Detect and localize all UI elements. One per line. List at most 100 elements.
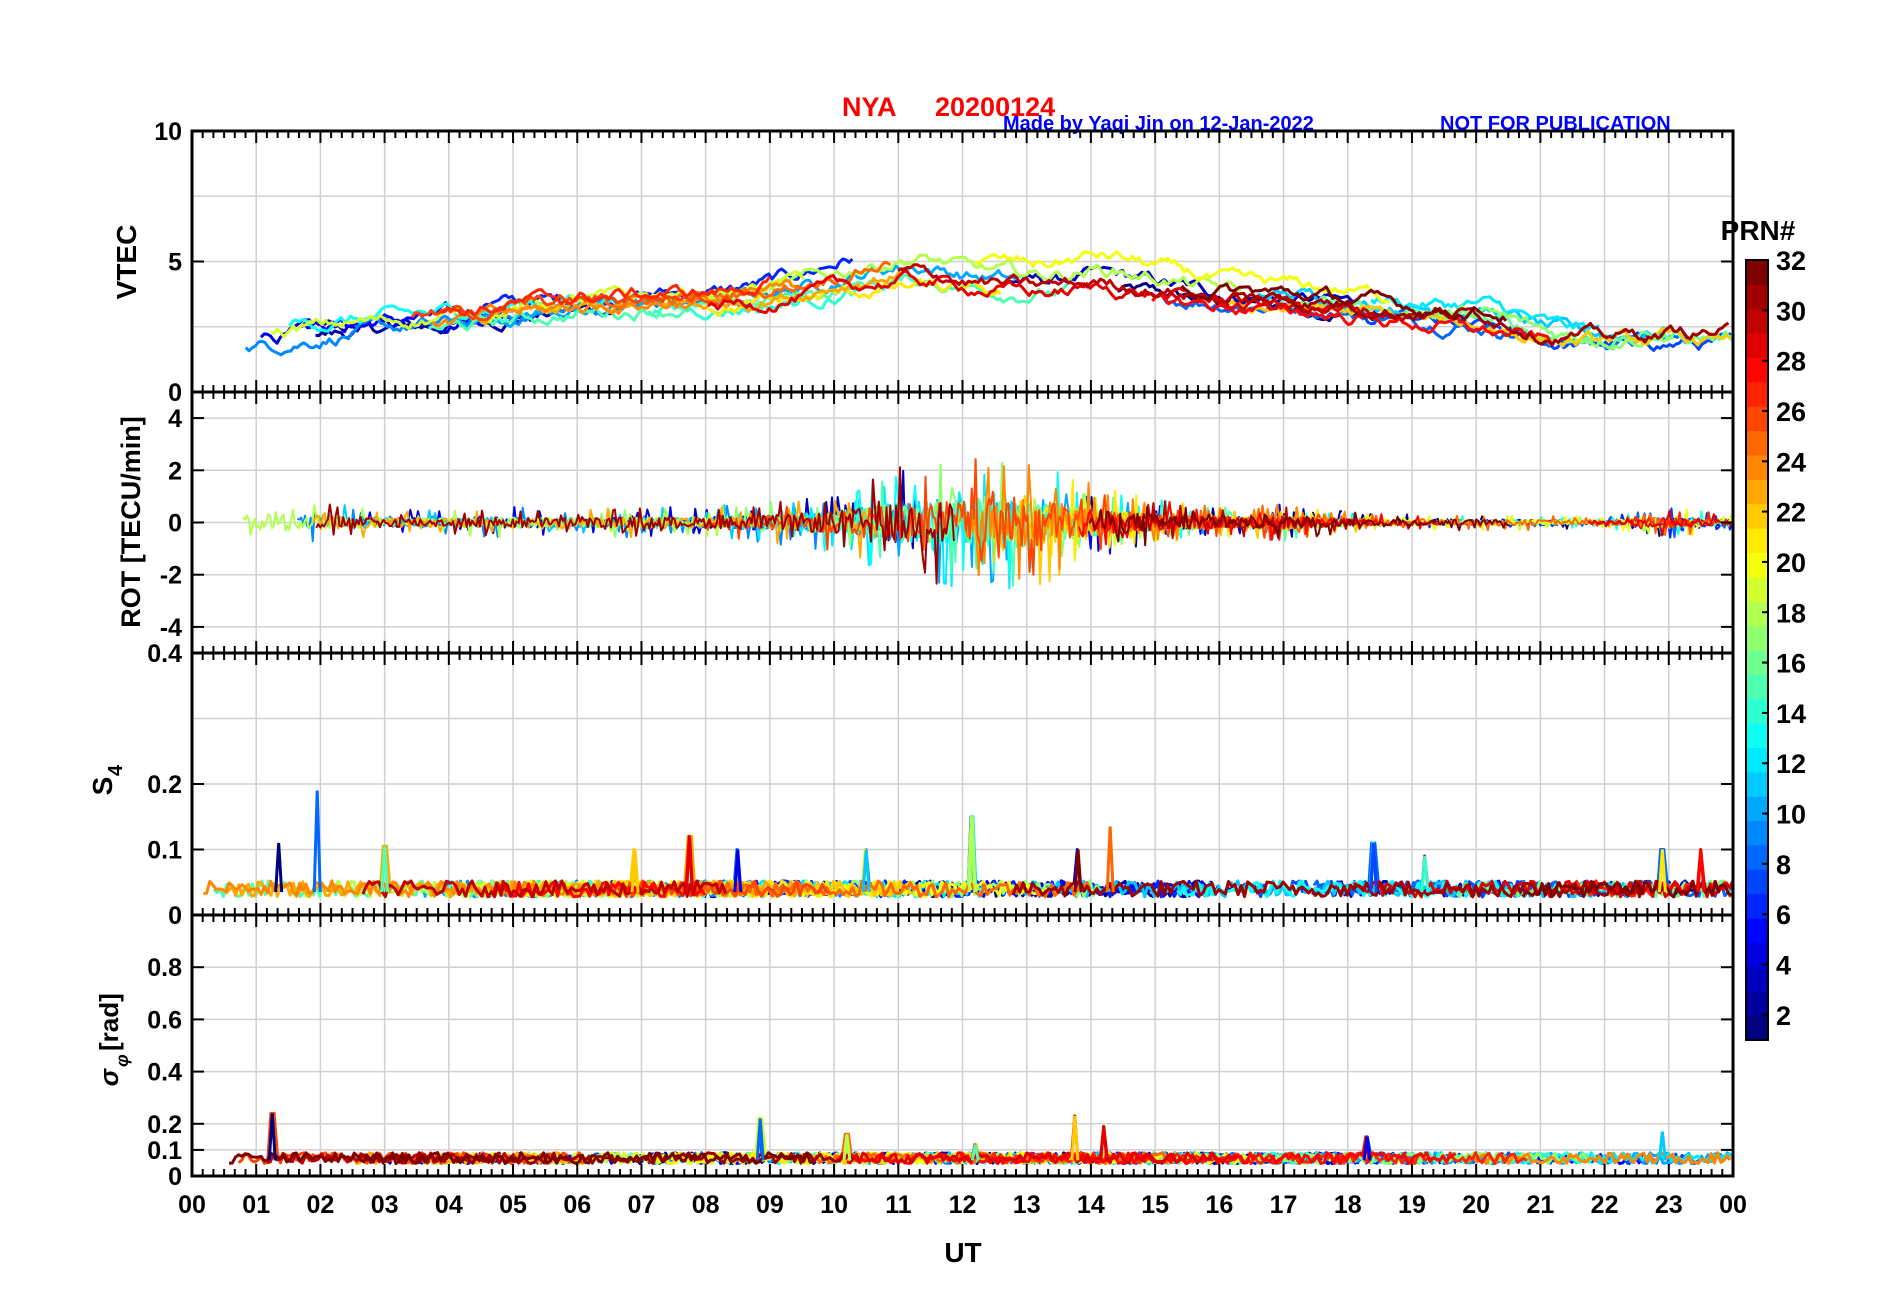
colorbar-tick-label: 32 <box>1776 246 1806 276</box>
y-tick-label: 0.4 <box>147 1059 182 1087</box>
s4-traces <box>203 790 1735 899</box>
sigma-ylabel-sub: φ <box>112 1054 132 1067</box>
spike <box>274 842 284 893</box>
colorbar-cell <box>1746 260 1768 285</box>
colorbar-cell <box>1746 650 1768 675</box>
colorbar-cell <box>1746 552 1768 578</box>
spike <box>733 849 743 893</box>
vtec-traces <box>244 250 1734 357</box>
y-tick-label: -4 <box>160 614 182 642</box>
colorbar-cell <box>1746 820 1768 846</box>
colorbar-cell <box>1746 674 1768 700</box>
x-axis-label: UT <box>944 1237 981 1268</box>
x-tick-label: 17 <box>1270 1191 1298 1219</box>
y-tick-label: 0.1 <box>147 837 182 865</box>
trace-prn-32 <box>1088 505 1510 547</box>
colorbar-tick-label: 14 <box>1776 699 1806 729</box>
colorbar-tick-label: 6 <box>1776 900 1791 930</box>
x-tick-label: 06 <box>563 1191 591 1219</box>
spike <box>1657 1131 1667 1161</box>
rot-ylabel: ROT [TECU/min] <box>116 416 146 627</box>
y-tick-label: 0.6 <box>147 1006 182 1034</box>
trace-prn-32 <box>1180 282 1508 324</box>
trace-prn-29 <box>1587 509 1732 537</box>
y-tick-label: -2 <box>160 562 182 590</box>
y-tick-label: 0.2 <box>147 771 182 799</box>
trace-prn-12 <box>1370 295 1600 331</box>
colorbar-tick-label: 28 <box>1776 347 1806 377</box>
colorbar-cell <box>1746 845 1768 870</box>
colorbar-cell <box>1746 966 1768 992</box>
colorbar-frame <box>1745 259 1769 1041</box>
spike <box>312 790 322 893</box>
colorbar-cell <box>1746 747 1768 773</box>
colorbar-cell <box>1746 698 1768 724</box>
colorbar-cell <box>1746 771 1768 797</box>
x-tick-label: 05 <box>499 1191 527 1219</box>
colorbar-cell <box>1746 893 1768 919</box>
spike <box>1657 849 1667 893</box>
colorbar-cell <box>1746 406 1768 432</box>
spike <box>842 1134 852 1161</box>
y-tick-label: 0 <box>168 510 182 538</box>
x-tick-label: 12 <box>949 1191 977 1219</box>
colorbar-tick-label: 18 <box>1776 598 1806 628</box>
spike <box>1099 1126 1109 1161</box>
colorbar-cell <box>1746 942 1768 968</box>
sigma-traces <box>228 1111 1734 1166</box>
spike <box>1362 1136 1372 1161</box>
y-tick-label: 0.8 <box>147 954 182 982</box>
x-tick-label: 00 <box>1719 1191 1747 1219</box>
colorbar-cell <box>1746 528 1768 553</box>
colorbar-cell <box>1746 918 1768 943</box>
colorbar-cell <box>1746 625 1768 651</box>
colorbar-cell <box>1746 284 1768 310</box>
x-tick-label: 21 <box>1526 1191 1554 1219</box>
colorbar-cell <box>1746 503 1768 529</box>
y-tick-label: 0 <box>168 379 182 407</box>
x-tick-label: 04 <box>435 1191 463 1219</box>
colorbar-cell <box>1746 455 1768 480</box>
x-tick-label: 09 <box>756 1191 784 1219</box>
x-tick-label: 03 <box>371 1191 399 1219</box>
colorbar-tick-label: 20 <box>1776 548 1806 578</box>
s4-ylabel-main: S <box>87 777 118 796</box>
spike <box>1105 826 1115 893</box>
colorbar-title: PRN# <box>1721 215 1796 246</box>
trace-prn-31 <box>315 466 955 585</box>
trace-prn-30 <box>361 879 728 899</box>
x-tick-label: 01 <box>242 1191 270 1219</box>
spike <box>1070 1115 1080 1161</box>
spike <box>861 849 871 893</box>
y-tick-label: 10 <box>154 118 182 146</box>
spike <box>970 1144 980 1161</box>
x-tick-label: 10 <box>820 1191 848 1219</box>
colorbar-cell <box>1746 796 1768 822</box>
s4-ylabel: S 4 <box>87 764 127 795</box>
spike <box>1420 855 1430 893</box>
colorbar-cell <box>1746 991 1768 1017</box>
y-tick-label: 0 <box>168 902 182 930</box>
sigma-ylabel-main: σ <box>94 1067 124 1086</box>
spike <box>380 846 390 893</box>
trace-prn-29 <box>846 1114 1239 1165</box>
colorbar-cell <box>1746 576 1768 602</box>
colorbar-tick-label: 12 <box>1776 749 1806 779</box>
colorbar-tick-label: 2 <box>1776 1001 1791 1031</box>
vtec-panel: 0 5 10 <box>154 118 1735 407</box>
x-tick-label: 18 <box>1334 1191 1362 1219</box>
colorbar-tick-label: 24 <box>1776 447 1806 477</box>
y-tick-label: 2 <box>168 457 182 485</box>
spike <box>685 836 695 893</box>
trace-prn-27 <box>438 275 771 317</box>
x-tick-label: 11 <box>885 1191 912 1219</box>
colorbar-tick-label: 16 <box>1776 649 1806 679</box>
spike <box>267 1113 277 1161</box>
x-tick-label: 00 <box>178 1191 206 1219</box>
colorbar-cell <box>1746 601 1768 627</box>
title-date: 20200124 <box>935 92 1055 122</box>
trace-prn-29 <box>707 269 1348 315</box>
title-station: NYA <box>842 92 897 122</box>
spike <box>755 1118 765 1161</box>
